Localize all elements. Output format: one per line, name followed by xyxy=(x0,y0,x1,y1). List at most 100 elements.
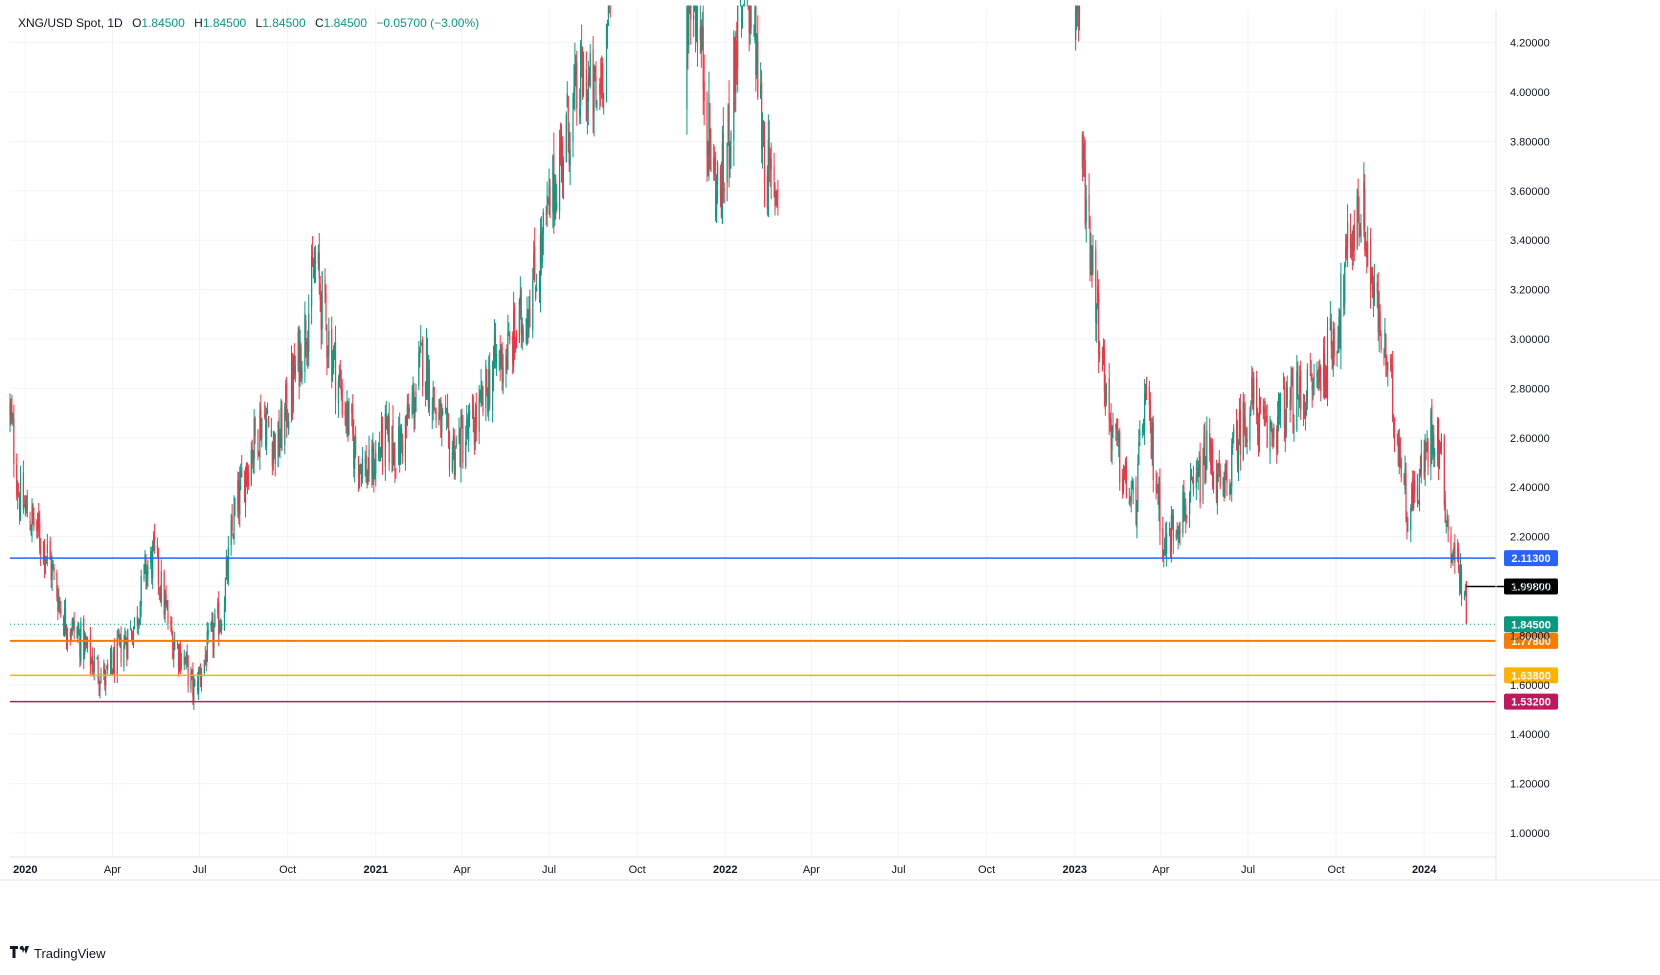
candle xyxy=(727,103,729,147)
candle-body xyxy=(440,399,442,438)
candle-body xyxy=(580,43,582,107)
candle xyxy=(1446,509,1448,527)
horizontal-levels-layer[interactable]: 2.113001.778001.638001.532001.845001.998… xyxy=(10,550,1558,710)
candle-body xyxy=(1233,428,1235,438)
candle-body xyxy=(1175,534,1177,537)
candle-body xyxy=(552,155,554,213)
candle-body xyxy=(509,335,511,341)
candle xyxy=(1237,438,1240,482)
candle-body xyxy=(110,652,113,667)
candle xyxy=(254,416,256,445)
candle-body xyxy=(1350,241,1353,250)
candle-body xyxy=(420,339,422,347)
candle-body xyxy=(1383,353,1385,355)
candle xyxy=(594,65,596,82)
candle xyxy=(259,402,261,471)
y-axis-tick-label: 2.80000 xyxy=(1510,383,1550,395)
y-axis-tick-label: 3.00000 xyxy=(1510,334,1550,346)
candle-body xyxy=(431,413,433,415)
candle-body xyxy=(1317,372,1319,377)
candle xyxy=(366,469,368,489)
candle xyxy=(200,667,203,692)
candle xyxy=(596,99,598,111)
candle-body xyxy=(729,151,731,162)
candle xyxy=(736,21,738,85)
candle xyxy=(218,591,220,647)
candle-body xyxy=(214,614,216,626)
candle xyxy=(190,666,192,693)
candle xyxy=(1139,420,1141,446)
candle-body xyxy=(767,139,769,218)
candle-body xyxy=(1144,390,1147,399)
candle xyxy=(747,5,749,11)
candle xyxy=(1145,376,1148,401)
candle xyxy=(520,287,522,348)
candle-body xyxy=(1179,529,1181,534)
candle-body xyxy=(247,471,250,486)
candle xyxy=(212,612,214,658)
candle xyxy=(588,66,590,87)
candle xyxy=(1424,434,1426,487)
candle-body xyxy=(1182,492,1184,534)
candle xyxy=(110,645,113,675)
candle-body xyxy=(561,142,564,176)
candle xyxy=(1459,553,1462,595)
candle-body xyxy=(1447,519,1449,531)
candle xyxy=(288,412,290,435)
candle xyxy=(468,402,471,428)
candle xyxy=(690,5,692,45)
candle-body xyxy=(562,159,565,186)
candle xyxy=(56,569,58,602)
candle-body xyxy=(1367,243,1369,266)
price-label-badge xyxy=(1504,632,1558,649)
candle-body xyxy=(716,162,719,185)
candle-body xyxy=(1345,247,1347,258)
candle-body xyxy=(498,355,500,356)
candle xyxy=(103,659,105,681)
candle-body xyxy=(1110,418,1112,449)
candle xyxy=(354,435,356,483)
candle-body xyxy=(1183,486,1185,521)
candle-body xyxy=(253,418,255,459)
candle-body xyxy=(1152,422,1154,481)
candle xyxy=(1257,412,1260,457)
candle-body xyxy=(241,468,243,478)
candle-body xyxy=(471,405,474,407)
candle xyxy=(426,337,429,400)
candle xyxy=(338,364,340,388)
candle xyxy=(1404,455,1406,495)
y-axis-tick-label: 3.60000 xyxy=(1510,186,1550,198)
candle xyxy=(1333,322,1335,366)
candle xyxy=(328,317,330,369)
candle xyxy=(1380,330,1382,354)
candle xyxy=(159,585,161,603)
candle-body xyxy=(1135,486,1137,524)
candle xyxy=(344,401,346,427)
candle xyxy=(138,618,140,629)
candle-body xyxy=(1434,452,1436,458)
tradingview-branding[interactable]: TradingView xyxy=(10,943,106,963)
candle-body xyxy=(1204,433,1206,483)
candle xyxy=(1105,382,1107,407)
candle xyxy=(777,179,779,216)
candle xyxy=(194,678,196,687)
candle-body xyxy=(526,313,528,339)
candle xyxy=(1398,428,1400,475)
candle-body xyxy=(1445,524,1447,527)
candle xyxy=(346,390,348,438)
candle xyxy=(1319,359,1321,389)
candle xyxy=(394,441,396,483)
candle-body xyxy=(159,594,161,600)
candle-body xyxy=(1372,287,1375,298)
candle xyxy=(77,621,79,644)
candle-body xyxy=(478,398,480,432)
candle-body xyxy=(1230,488,1232,494)
candle xyxy=(1346,234,1348,261)
candle-body xyxy=(506,353,508,369)
candle-body xyxy=(1198,460,1200,470)
candle xyxy=(1345,233,1347,268)
candle-body xyxy=(749,5,751,35)
candle-body xyxy=(774,185,776,210)
